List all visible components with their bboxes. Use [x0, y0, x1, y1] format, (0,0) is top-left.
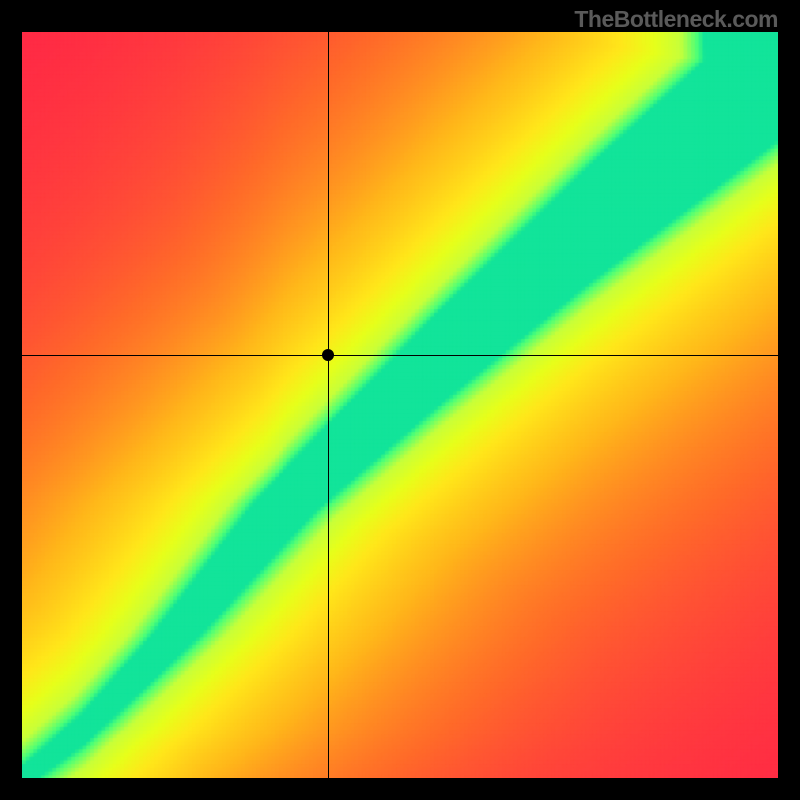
heatmap-plot	[22, 32, 778, 778]
crosshair-horizontal	[22, 355, 778, 356]
chart-frame: TheBottleneck.com	[0, 0, 800, 800]
watermark-text: TheBottleneck.com	[574, 6, 778, 33]
crosshair-vertical	[328, 32, 329, 778]
heatmap-canvas	[22, 32, 778, 778]
crosshair-marker	[322, 349, 334, 361]
